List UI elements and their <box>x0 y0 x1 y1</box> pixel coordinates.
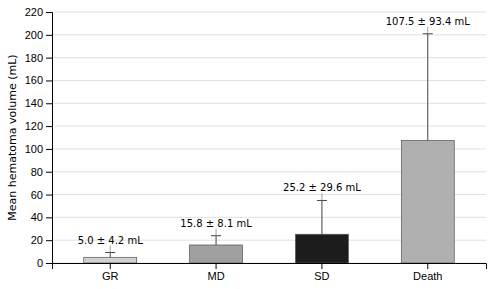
error-bar <box>423 34 433 141</box>
x-tick-mark <box>110 263 111 269</box>
x-tick-mark <box>321 263 322 269</box>
x-tick-label: GR <box>102 270 119 282</box>
y-tick-label: 180 <box>25 52 43 64</box>
marks <box>84 34 454 263</box>
annotation-leader <box>216 229 217 236</box>
x-tick: GR <box>102 263 119 282</box>
y-axis-line <box>46 13 53 264</box>
annotation-leader <box>110 246 111 253</box>
x-tick: Death <box>413 263 442 282</box>
plot: 0 20 40 60 80 100 120 140 160 180 200 220 GR MD SD Deat… <box>25 6 487 282</box>
y-axis-title: Mean hematoma volume (mL) <box>6 54 19 220</box>
bar <box>295 234 348 263</box>
grid <box>52 12 486 263</box>
error-bar <box>105 253 115 258</box>
y-tick: 180 <box>25 52 52 64</box>
y-tick-mark <box>46 263 52 264</box>
annotation-leader <box>427 27 428 34</box>
x-tick: SD <box>314 263 329 282</box>
y-tick: 140 <box>25 97 52 109</box>
annotation: 107.5 ± 93.4 mL <box>386 16 471 27</box>
y-tick-mark <box>46 80 52 81</box>
bar <box>84 257 137 263</box>
y-tick-label: 100 <box>25 143 43 155</box>
grid-line <box>52 80 486 81</box>
y-axis: 0 20 40 60 80 100 120 140 160 180 200 220 <box>25 6 53 269</box>
y-tick-label: 80 <box>31 166 43 178</box>
error-bar <box>317 200 327 234</box>
y-tick: 200 <box>25 29 52 41</box>
annotation: 5.0 ± 4.2 mL <box>78 235 143 246</box>
annotation: 25.2 ± 29.6 mL <box>283 182 361 193</box>
y-tick-label: 200 <box>25 29 43 41</box>
y-tick: 100 <box>25 143 52 155</box>
y-tick-mark <box>46 149 52 150</box>
annotations: 5.0 ± 4.2 mL 15.8 ± 8.1 mL 25.2 ± 29.6 mL 1… <box>78 16 471 253</box>
y-tick-mark <box>46 103 52 104</box>
y-tick-mark <box>46 12 52 13</box>
annotation-leader <box>321 193 322 200</box>
grid-line <box>52 103 486 104</box>
x-tick-label: SD <box>314 270 329 282</box>
y-tick-label: 220 <box>25 6 43 18</box>
y-tick-label: 40 <box>31 211 43 223</box>
x-tick: MD <box>208 263 225 282</box>
y-tick-label: 20 <box>31 234 43 246</box>
grid-line <box>52 57 486 58</box>
y-tick-mark <box>46 35 52 36</box>
y-tick: 0 <box>37 257 52 269</box>
y-tick-mark <box>46 217 52 218</box>
y-tick-mark <box>46 58 52 59</box>
grid-line <box>52 12 486 13</box>
error-bar <box>211 236 221 245</box>
y-tick-mark <box>46 126 52 127</box>
y-tick-mark <box>46 240 52 241</box>
annotation: 15.8 ± 8.1 mL <box>180 218 252 229</box>
y-tick-label: 60 <box>31 189 43 201</box>
y-tick: 120 <box>25 120 52 132</box>
y-tick: 60 <box>31 189 52 201</box>
y-tick: 220 <box>25 6 52 18</box>
y-tick-label: 0 <box>37 257 43 269</box>
grid-line <box>52 126 486 127</box>
x-tick-mark <box>216 263 217 269</box>
y-tick: 160 <box>25 74 52 86</box>
y-tick-label: 120 <box>25 120 43 132</box>
bar <box>401 140 454 263</box>
y-tick-mark <box>46 195 52 196</box>
x-axis-line <box>53 264 487 270</box>
grid-line <box>52 34 486 35</box>
y-tick-mark <box>46 172 52 173</box>
y-tick-label: 140 <box>25 97 43 109</box>
bar <box>190 245 243 263</box>
y-tick-label: 160 <box>25 74 43 86</box>
chart: 0 20 40 60 80 100 120 140 160 180 200 220 GR MD SD Deat… <box>0 0 500 289</box>
y-tick: 80 <box>31 166 52 178</box>
y-tick: 20 <box>31 234 52 246</box>
x-tick-label: MD <box>208 270 225 282</box>
x-tick-mark <box>427 263 428 269</box>
x-axis: GR MD SD Death <box>53 263 487 282</box>
y-tick: 40 <box>31 211 52 223</box>
x-tick-label: Death <box>413 270 442 282</box>
